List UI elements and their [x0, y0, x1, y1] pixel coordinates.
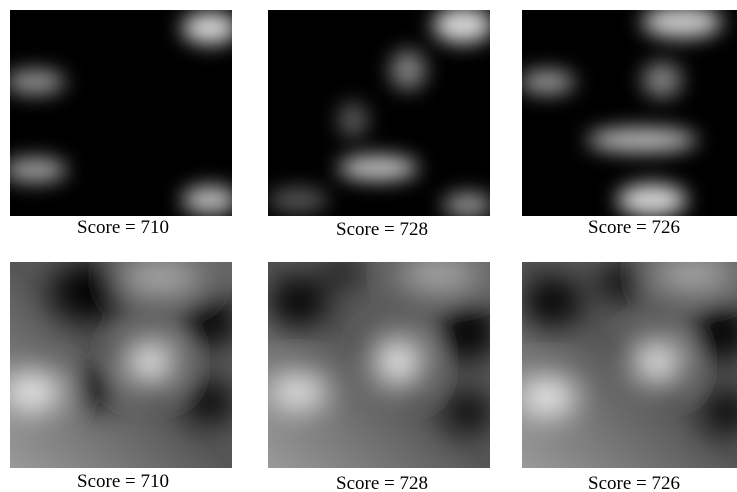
image [519, 6, 737, 216]
image [2, 262, 240, 468]
caption: Score = 728 [336, 219, 428, 240]
caption: Score = 726 [588, 473, 680, 492]
image [517, 260, 737, 468]
image [268, 260, 498, 468]
caption: Score = 710 [77, 471, 169, 492]
caption: Score = 728 [336, 473, 428, 492]
image [3, 10, 238, 216]
caption: Score = 726 [588, 217, 680, 238]
caption: Score = 710 [77, 217, 169, 238]
image [268, 7, 493, 217]
figure: Score = 710 Score = 728 Score = 726 Scor… [0, 0, 737, 492]
